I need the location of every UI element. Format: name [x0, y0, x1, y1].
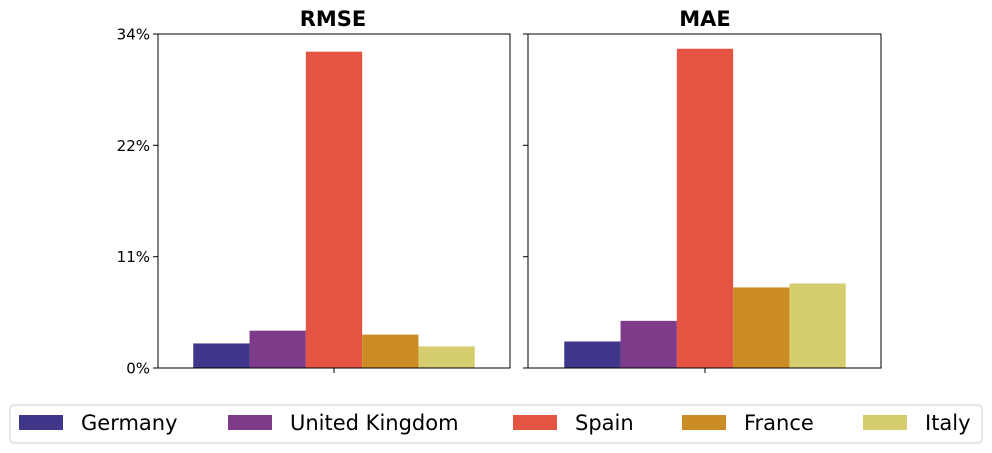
rmse-panel: RMSE 0% 11% 22% 34% — [117, 7, 511, 378]
mae-bar-united-kingdom — [620, 320, 677, 368]
rmse-bar-spain — [305, 51, 363, 369]
mae-bar-spain — [676, 48, 734, 369]
legend-item-italy: Italy — [863, 411, 971, 435]
legend-swatch — [513, 415, 557, 430]
mae-panel: MAE — [523, 7, 882, 373]
rmse-bar-united-kingdom — [249, 330, 306, 368]
legend-item-united-kingdom: United Kingdom — [228, 411, 459, 435]
mae-bar-italy — [789, 283, 846, 368]
mae-bar-germany — [564, 341, 621, 368]
rmse-bar-germany — [193, 343, 250, 368]
y-tick-label: 0% — [126, 360, 150, 378]
y-tick-label: 34% — [117, 26, 150, 44]
legend-swatch — [682, 415, 726, 430]
rmse-bar-france — [362, 334, 419, 368]
mae-panel-title: MAE — [679, 7, 731, 31]
legend-swatch — [19, 415, 63, 430]
legend-label: United Kingdom — [290, 411, 459, 435]
rmse-bar-italy — [418, 346, 475, 368]
mae-bars — [564, 48, 846, 369]
y-tick-label: 22% — [117, 137, 150, 155]
y-tick-label: 11% — [117, 248, 150, 266]
legend-label: Germany — [81, 411, 178, 435]
legend: Germany United Kingdom Spain France Italy — [9, 404, 983, 444]
legend-swatch — [228, 415, 272, 430]
legend-item-france: France — [682, 411, 814, 435]
rmse-bars — [193, 51, 475, 369]
legend-label: Spain — [575, 411, 634, 435]
rmse-y-axis: 0% 11% 22% 34% — [117, 26, 158, 378]
mae-y-axis — [523, 33, 528, 369]
legend-label: France — [744, 411, 814, 435]
legend-frame — [9, 404, 983, 444]
legend-item-germany: Germany — [19, 411, 178, 435]
mae-bar-france — [733, 287, 790, 368]
legend-item-spain: Spain — [513, 411, 634, 435]
legend-label: Italy — [925, 411, 971, 435]
legend-swatch — [863, 415, 907, 430]
rmse-panel-title: RMSE — [300, 7, 367, 31]
